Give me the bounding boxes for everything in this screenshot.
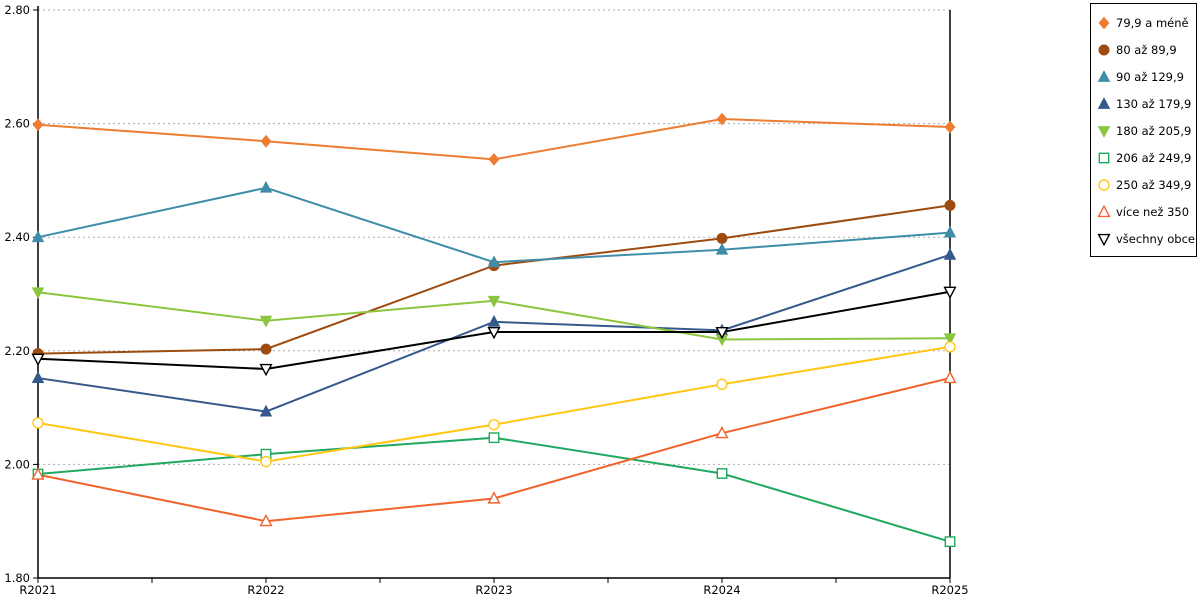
data-point	[260, 455, 272, 468]
data-point	[487, 326, 501, 340]
legend-item-0: 79,9 a méně	[1097, 9, 1196, 36]
circle-icon	[1098, 178, 1110, 191]
data-point	[943, 286, 957, 300]
data-point	[943, 225, 957, 238]
legend-item-8: všechny obce	[1097, 225, 1196, 252]
legend-item-label: 130 až 179,9	[1116, 96, 1192, 111]
triangle-up-icon	[1097, 96, 1111, 109]
data-point	[943, 370, 957, 384]
data-point	[31, 353, 45, 367]
y-axis-label: 2.80	[4, 3, 30, 17]
legend-item-7: více než 350	[1097, 198, 1196, 225]
triangle-up-icon	[1097, 204, 1111, 217]
y-axis-label: 2.40	[4, 230, 30, 244]
y-axis-label: 1.80	[4, 571, 30, 585]
legend-item-label: všechny obce	[1116, 231, 1195, 246]
data-point	[32, 417, 44, 429]
data-point	[487, 295, 501, 308]
data-point	[715, 425, 729, 439]
data-point	[944, 536, 956, 548]
legend-item-2: 90 až 129,9	[1097, 63, 1196, 90]
data-point	[943, 333, 957, 346]
data-point	[487, 314, 501, 327]
data-point	[31, 230, 45, 243]
legend-marker-icon	[1098, 44, 1110, 55]
legend-item-label: 90 až 129,9	[1116, 69, 1184, 84]
x-axis-label: R2023	[475, 583, 512, 597]
data-point	[487, 491, 501, 504]
data-point	[31, 287, 45, 300]
data-point	[260, 134, 272, 148]
x-axis-label: R2021	[19, 583, 56, 597]
series-line-5	[37, 436, 951, 543]
data-point	[715, 242, 729, 255]
legend-item-label: více než 350	[1116, 204, 1190, 219]
legend-item-1: 80 až 89,9	[1097, 36, 1196, 63]
legend-item-3: 130 až 179,9	[1097, 90, 1196, 117]
y-axis-label: 2.60	[4, 117, 30, 131]
data-point	[715, 326, 729, 340]
legend-item-label: 250 až 349,9	[1116, 177, 1192, 192]
legend-marker-icon	[1098, 152, 1110, 163]
data-point	[716, 468, 728, 479]
data-point	[944, 341, 956, 353]
data-point	[943, 247, 957, 260]
data-point	[259, 513, 273, 527]
triangle-down-icon	[1097, 233, 1111, 246]
diamond-icon	[1098, 16, 1110, 29]
square-icon	[1098, 152, 1110, 163]
data-point	[32, 118, 44, 132]
data-point	[488, 153, 500, 166]
x-axis-label: R2024	[703, 583, 740, 597]
legend-marker-icon	[1097, 96, 1111, 109]
legend-item-5: 206 až 249,9	[1097, 144, 1196, 171]
data-point	[31, 467, 45, 480]
legend-marker-icon	[1097, 69, 1111, 82]
data-point	[716, 112, 728, 126]
legend-marker-icon	[1097, 204, 1111, 217]
legend-marker-icon	[1098, 16, 1110, 29]
legend-item-label: 206 až 249,9	[1116, 150, 1192, 165]
data-point	[259, 180, 273, 193]
data-point	[259, 404, 273, 417]
legend-marker-icon	[1097, 125, 1111, 138]
triangle-up-icon	[1097, 69, 1111, 82]
triangle-down-icon	[1097, 125, 1111, 138]
legend-item-label: 80 až 89,9	[1116, 42, 1177, 57]
data-point	[260, 343, 272, 355]
data-point	[488, 418, 500, 431]
legend: 79,9 a méně 80 až 89,9 90 až 129,9 130 až 1…	[1090, 3, 1197, 257]
legend-marker-icon	[1098, 178, 1110, 191]
y-axis-label: 2.20	[4, 344, 30, 358]
data-point	[944, 199, 956, 211]
data-point	[259, 315, 273, 328]
x-axis-label: R2025	[931, 583, 968, 597]
legend-marker-icon	[1097, 233, 1111, 246]
data-point	[944, 120, 956, 134]
data-point	[31, 371, 45, 383]
circle-icon	[1098, 44, 1110, 55]
legend-item-label: 180 až 205,9	[1116, 123, 1192, 138]
data-point	[716, 232, 728, 244]
legend-item-4: 180 až 205,9	[1097, 117, 1196, 144]
data-point	[716, 378, 728, 391]
legend-item-label: 79,9 a méně	[1116, 15, 1189, 30]
legend-item-6: 250 až 349,9	[1097, 171, 1196, 198]
x-axis-label: R2022	[247, 583, 284, 597]
data-point	[259, 363, 273, 377]
data-point	[487, 255, 501, 268]
y-axis-label: 2.00	[4, 457, 30, 471]
data-point	[488, 432, 500, 444]
